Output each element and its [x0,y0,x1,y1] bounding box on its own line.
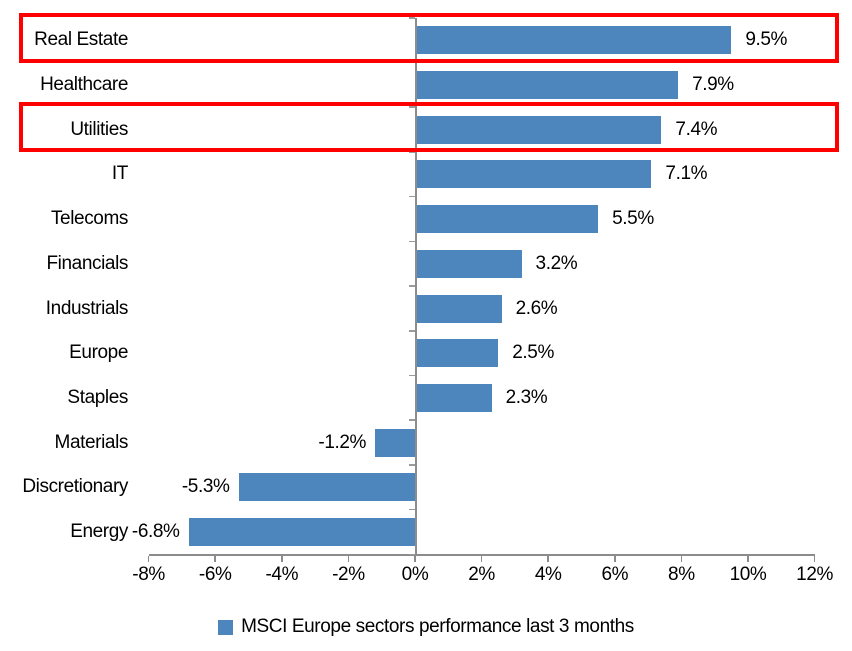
category-label: Materials [54,431,129,453]
bar [417,115,662,144]
x-tick [614,555,616,562]
category-label: Europe [69,342,128,364]
x-tick-label: 0% [401,564,429,585]
bar [417,71,679,100]
category-tick [409,553,415,556]
bar [188,518,415,547]
value-label: 7.9% [692,74,734,96]
x-tick [813,555,816,562]
category-label: Discretionary [22,476,128,498]
category-label: Financials [46,252,128,274]
value-label: -6.8% [131,521,180,543]
bar [417,205,599,234]
x-tick-label: 10% [729,564,767,585]
bar [417,160,652,189]
category-tick [409,240,415,243]
value-label: 3.2% [535,252,578,274]
highlight-box [19,102,839,153]
x-tick [547,555,549,562]
value-label: -1.2% [318,431,367,453]
legend: MSCI Europe sectors performance last 3 m… [0,613,852,641]
x-tick [480,555,483,562]
value-label: -5.3% [181,476,230,498]
x-tick-label: 4% [534,564,562,585]
legend-label: MSCI Europe sectors performance last 3 m… [241,616,634,637]
category-label: Staples [67,387,128,409]
x-tick [281,555,283,562]
category-tick [409,195,415,198]
value-label: 2.3% [505,387,548,409]
bar [417,294,502,323]
category-tick [409,508,415,511]
category-tick [409,285,415,287]
bar [375,428,415,457]
category-tick [409,106,415,108]
x-tick [347,555,350,562]
category-label: IT [111,163,128,185]
legend-swatch [218,619,234,635]
x-tick [680,555,683,562]
bar [417,384,492,413]
value-label: 7.1% [665,163,708,185]
bar [417,249,522,278]
category-label: Healthcare [40,74,128,96]
category-tick [409,17,415,19]
category-label: Utilities [70,118,128,140]
bar [417,26,732,55]
x-tick-label: 2% [468,564,495,585]
category-label: Telecoms [50,208,128,230]
value-label: 5.5% [612,208,654,230]
x-tick-label: -4% [265,564,299,585]
bar [417,339,499,368]
category-tick [409,464,415,466]
x-tick [147,555,150,562]
category-tick [409,329,415,332]
highlight-box [19,13,839,63]
value-label: 2.6% [515,297,558,319]
x-tick-label: -6% [198,564,232,585]
bar [238,473,415,502]
y-axis-line [415,18,417,556]
category-tick [409,419,415,421]
x-tick-label: -8% [132,564,165,585]
x-tick-label: 6% [601,564,629,585]
value-label: 7.4% [675,118,718,140]
x-tick-label: 12% [796,564,833,585]
category-label: Real Estate [34,29,128,51]
value-label: 9.5% [745,29,788,51]
x-tick [747,555,749,562]
value-label: 2.5% [512,342,554,364]
x-tick [214,555,216,562]
x-tick-label: 8% [668,564,695,585]
category-label: Industrials [45,297,129,319]
x-tick [414,555,416,562]
x-tick-label: -2% [332,564,365,585]
x-axis-line [148,554,815,556]
category-tick [409,374,415,377]
category-label: Energy [70,521,128,543]
